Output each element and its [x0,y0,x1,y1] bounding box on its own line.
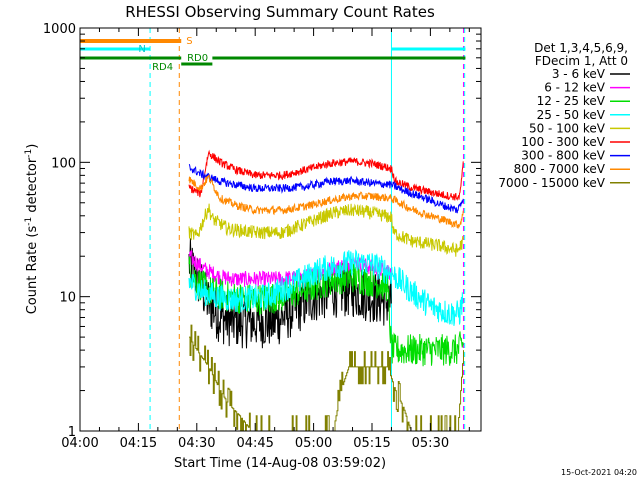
series-line-7 [188,174,464,229]
x-axis-ticks: 04:00 04:15 04:30 04:45 05:00 05:15 05:30 [61,28,470,451]
legend-header-line2: FDecim 1, Att 0 [535,54,628,68]
legend: Det 1,3,4,5,6,9, FDecim 1, Att 0 3 - 6 k… [498,41,630,190]
y-axis-label-sup2: -1 [24,149,34,158]
y-axis-ticks: 1 10 100 1000 [43,22,481,440]
y-axis-label: Count Rate (s-1 detector-1) [24,144,40,315]
x-tick-label-6: 05:30 [412,436,449,451]
legend-label-8: 7000 - 15000 keV [498,176,605,190]
legend-label-4: 50 - 100 keV [529,121,606,135]
legend-label-0: 3 - 6 keV [552,67,606,81]
legend-label-6: 300 - 800 keV [521,149,605,163]
y-axis-label-main: Count Rate (s [25,226,40,315]
x-tick-label-2: 04:30 [178,436,215,451]
x-tick-label-1: 04:15 [120,436,157,451]
bar-label-rd4: RD4 [152,62,173,73]
legend-label-7: 800 - 7000 keV [514,162,606,176]
y-axis-label-sup1: -1 [24,217,34,226]
legend-label-5: 100 - 300 keV [521,135,605,149]
bar-label-n: N [138,44,145,55]
y-axis-label-mid: detector [25,157,40,217]
x-tick-label-0: 04:00 [61,436,98,451]
x-axis-label: Start Time (14-Aug-08 03:59:02) [174,456,386,471]
series-line-8 [189,324,464,432]
y-axis-label-end: ) [25,144,40,149]
y-tick-label-0: 1 [68,425,76,440]
series-lines [188,149,464,432]
series-line-3 [188,249,464,326]
bar-label-rd0: RD0 [187,53,208,64]
series-line-0 [188,238,392,349]
x-tick-label-5: 05:15 [353,436,390,451]
y-tick-label-3: 1000 [43,22,76,37]
y-tick-label-1: 10 [59,291,76,306]
bar-label-s: S [186,36,192,47]
x-tick-label-4: 05:00 [295,436,332,451]
x-tick-label-3: 04:45 [236,436,273,451]
series-line-5 [188,149,464,201]
legend-label-2: 12 - 25 keV [537,94,606,108]
series-line-6 [188,164,464,214]
legend-header-line1: Det 1,3,4,5,6,9, [534,41,628,55]
legend-label-3: 25 - 50 keV [537,108,606,122]
series-line-4 [188,203,464,257]
legend-label-1: 6 - 12 keV [544,81,606,95]
chart-title: RHESSI Observing Summary Count Rates [125,3,435,21]
plot-frame [79,27,482,432]
state-bars: S N RD4 RD0 [80,36,466,73]
timestamp: 15-Oct-2021 04:20 [561,468,637,477]
y-tick-label-2: 100 [51,156,76,171]
